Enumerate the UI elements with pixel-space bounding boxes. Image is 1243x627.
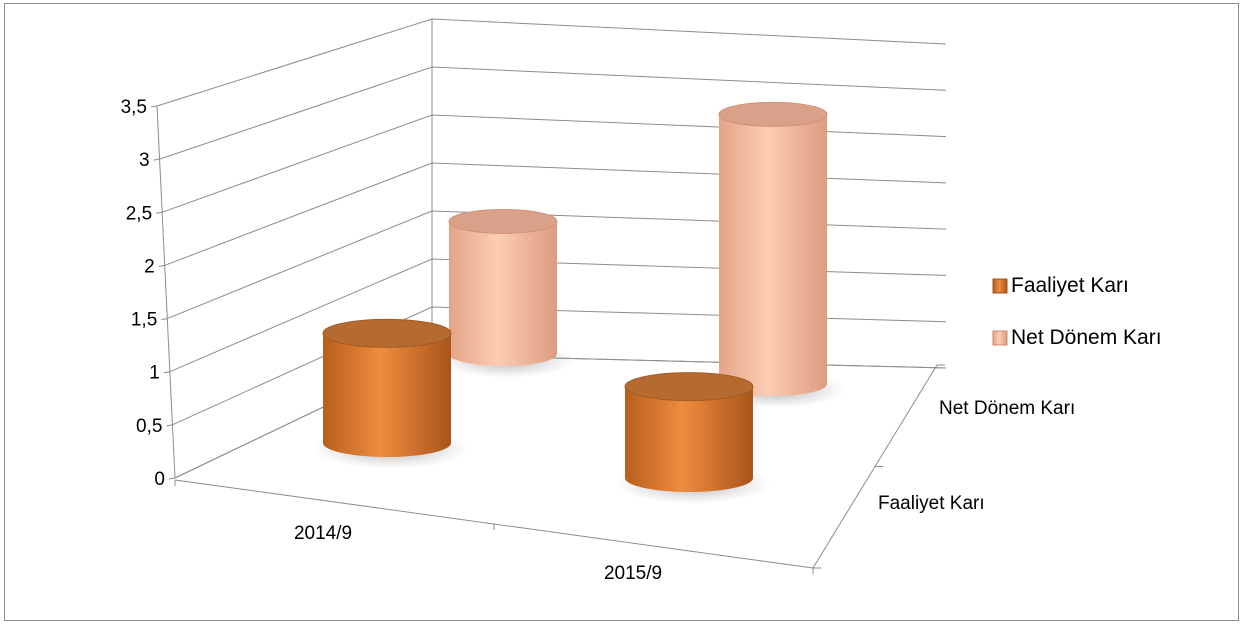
y-tick-label: 1 bbox=[149, 363, 160, 384]
y-tick-mark bbox=[168, 477, 176, 480]
y-tick-label: 3 bbox=[139, 150, 150, 171]
bar-body bbox=[323, 333, 451, 457]
bar-net-dönem-karı-2014/9 bbox=[439, 208, 575, 378]
bar-faaliyet-karı-2014/9 bbox=[313, 318, 469, 469]
gridline bbox=[174, 354, 947, 479]
bar-body bbox=[625, 386, 753, 492]
depth-category-label: Faaliyet Karı bbox=[878, 493, 985, 514]
legend-label: Faaliyet Karı bbox=[1011, 274, 1129, 297]
y-tick-mark bbox=[150, 105, 158, 108]
y-tick-label: 3,5 bbox=[121, 97, 147, 118]
y-tick-mark bbox=[163, 371, 170, 374]
y-axis-line bbox=[156, 105, 176, 479]
depth-category-label: Net Dönem Karı bbox=[939, 398, 1075, 419]
legend-swatch bbox=[992, 330, 1008, 346]
y-tick-mark bbox=[166, 424, 173, 427]
x-category-label: 2015/9 bbox=[604, 563, 662, 584]
bar-faaliyet-karı-2015/9 bbox=[615, 372, 771, 504]
y-tick-label: 0,5 bbox=[136, 416, 162, 437]
bar-top-cap bbox=[322, 318, 452, 348]
y-tick-label: 2,5 bbox=[126, 203, 152, 224]
y-tick-label: 0 bbox=[154, 469, 165, 490]
chart-frame: 0 0,5 1 1,5 2 2,5 3 3,5 2014/9 2015/9 Faaliyet Kar… bbox=[4, 3, 1239, 621]
bar-top-cap bbox=[718, 101, 828, 127]
gridline bbox=[159, 66, 947, 160]
bar-top-cap bbox=[448, 208, 558, 234]
legend-label: Net Dönem Karı bbox=[1011, 326, 1162, 349]
y-tick-label: 1,5 bbox=[131, 310, 157, 331]
y-tick-label: 2 bbox=[144, 256, 155, 277]
bar-top-cap bbox=[624, 372, 754, 402]
bar-body bbox=[449, 221, 557, 366]
y-tick-mark bbox=[161, 318, 168, 321]
y-tick-mark bbox=[158, 264, 165, 267]
chart-canvas: 0 0,5 1 1,5 2 2,5 3 3,5 2014/9 2015/9 Faaliyet Kar… bbox=[121, 18, 1162, 584]
bar-net-dönem-karı-2015/9 bbox=[709, 101, 845, 408]
legend-swatch bbox=[992, 278, 1008, 294]
gridline bbox=[156, 18, 947, 107]
bar-body bbox=[719, 114, 827, 396]
gridline bbox=[161, 114, 947, 213]
y-tick-mark bbox=[156, 211, 163, 214]
x-category-label: 2014/9 bbox=[294, 523, 352, 544]
y-tick-mark bbox=[153, 158, 160, 161]
